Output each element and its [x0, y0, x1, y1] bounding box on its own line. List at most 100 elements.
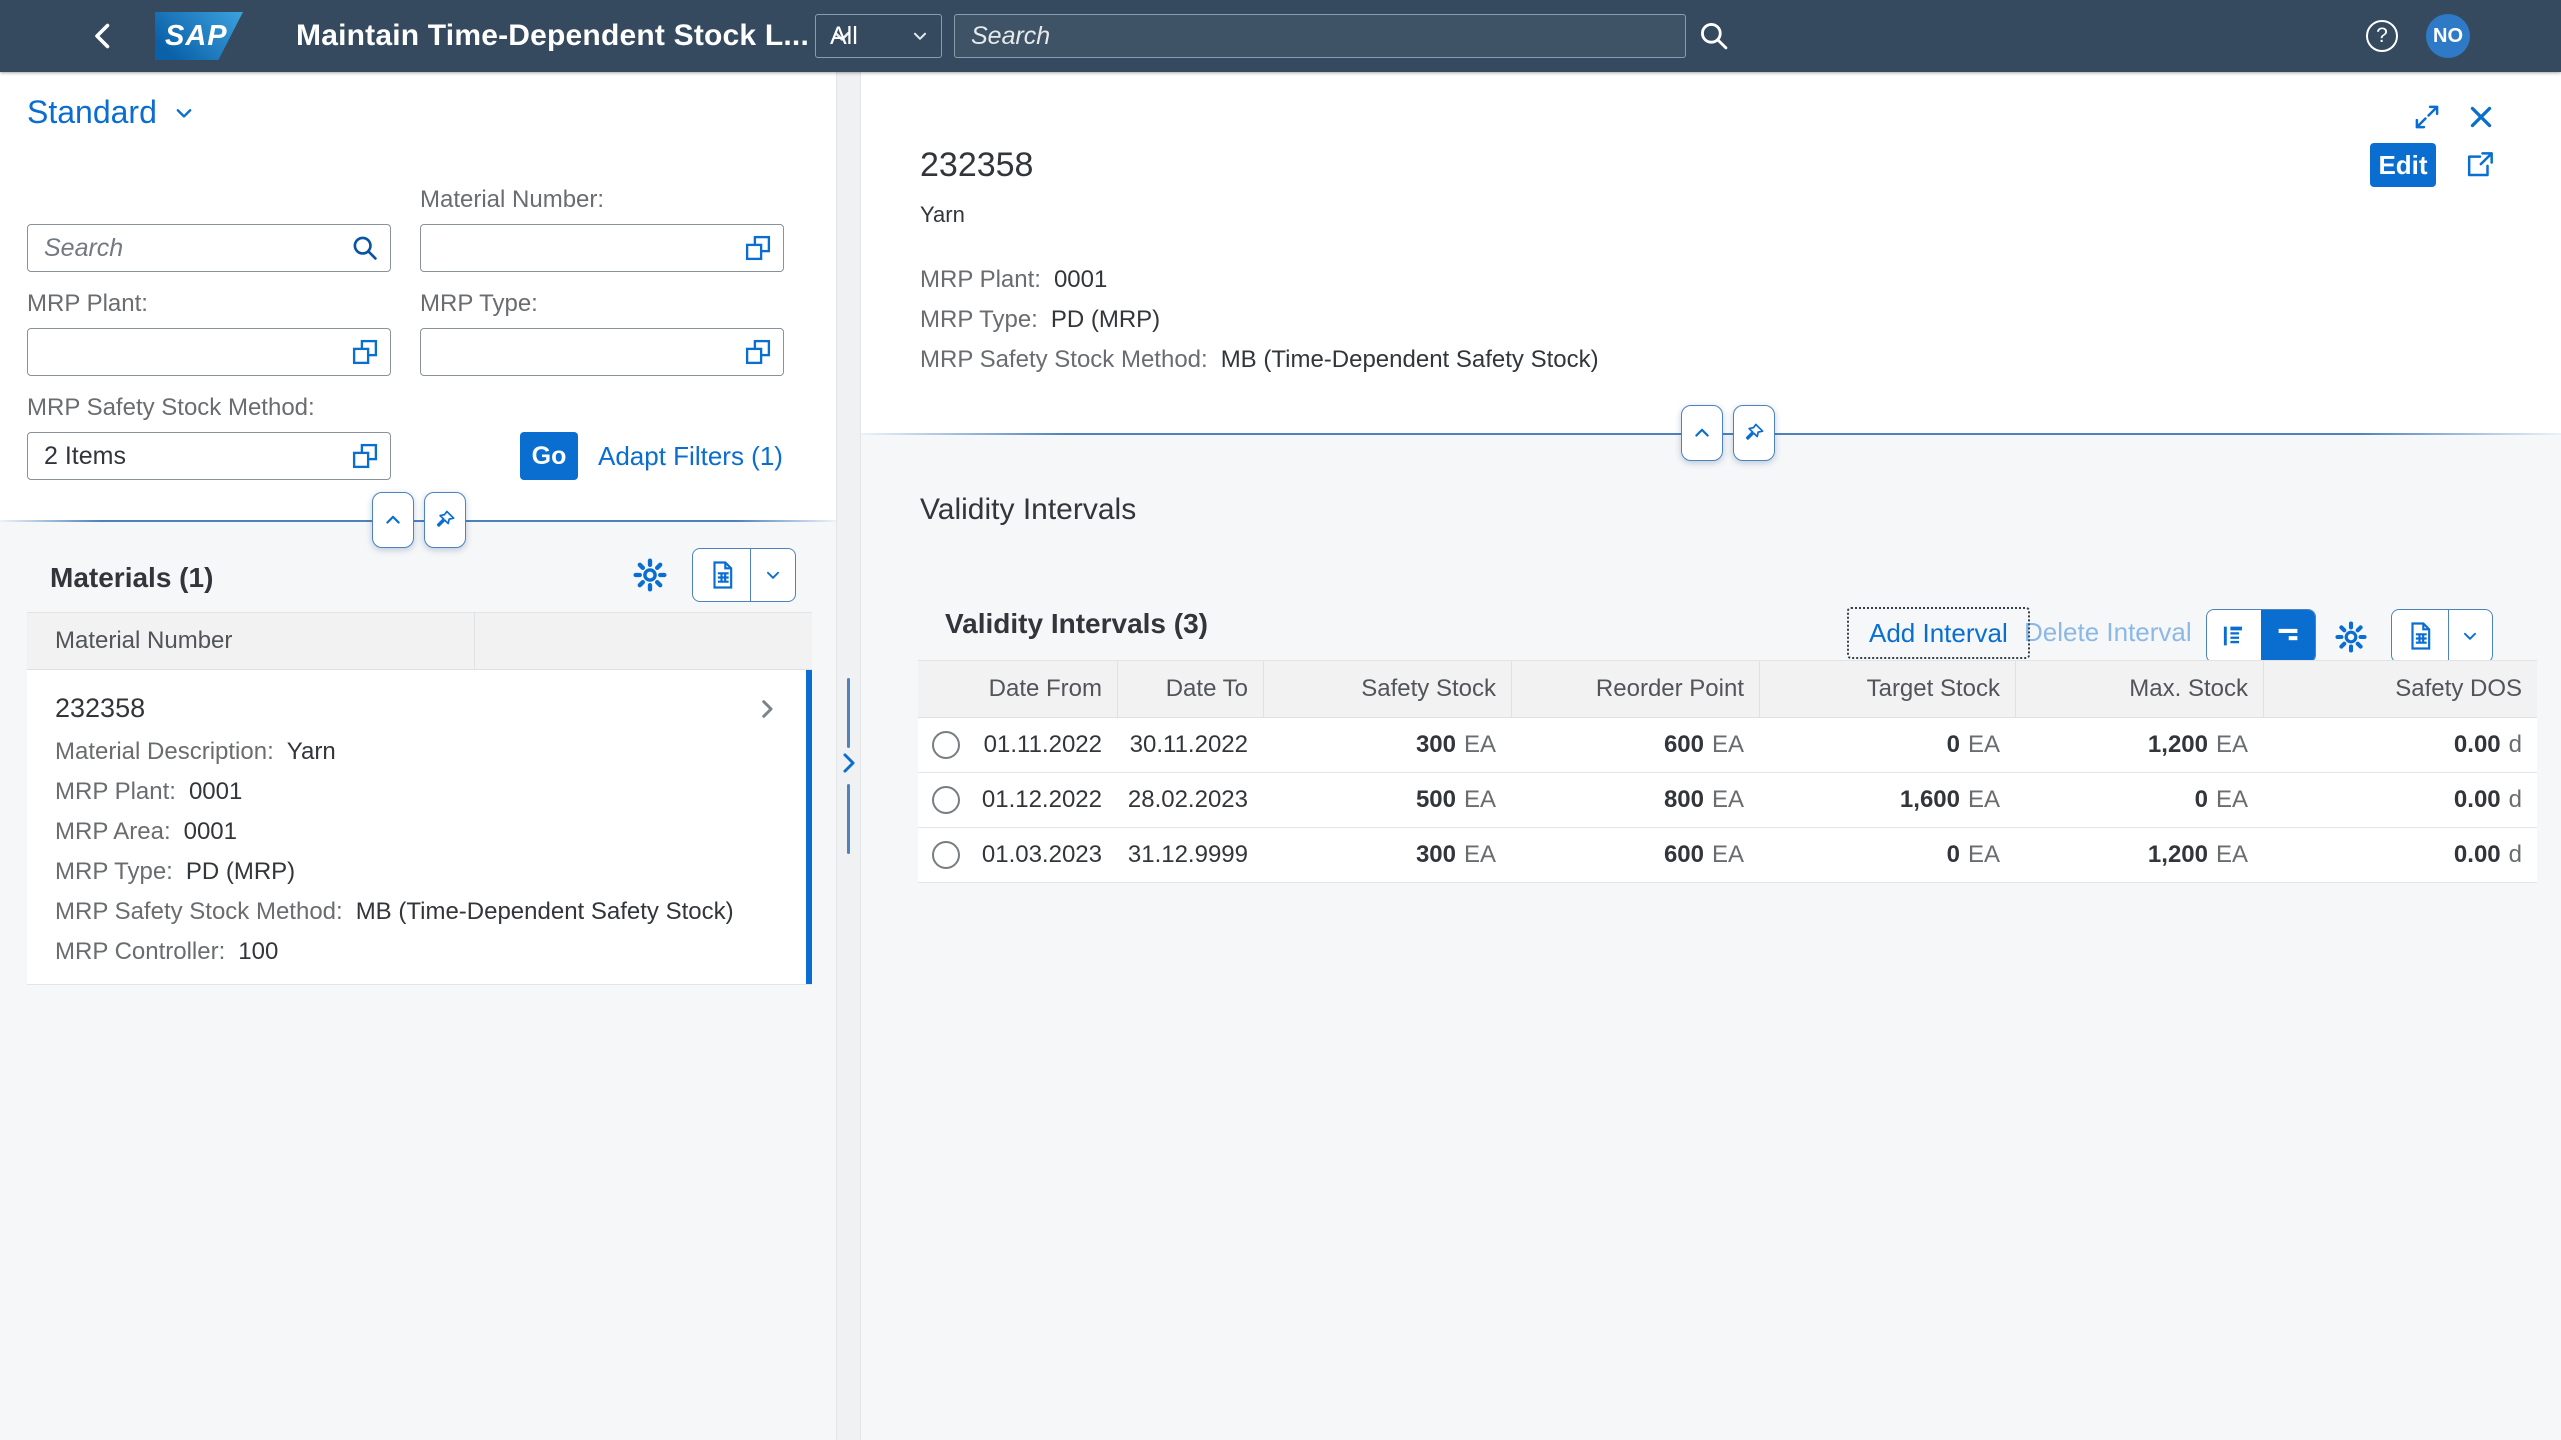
- column-header-safety-dos[interactable]: Safety DOS: [2263, 661, 2537, 717]
- add-interval-button[interactable]: Add Interval: [1849, 609, 2028, 657]
- detail-label: MRP Controller:: [55, 938, 225, 966]
- export-menu-arrow-button[interactable]: [751, 549, 795, 601]
- mrp-type-input[interactable]: [420, 328, 784, 376]
- validity-table-header: Date From Date To Safety Stock Reorder P…: [918, 660, 2537, 718]
- expand-panel-chevron-icon[interactable]: [836, 748, 862, 778]
- fact-value: 0001: [1054, 266, 1107, 294]
- chevron-down-icon: [173, 102, 195, 124]
- edit-button[interactable]: Edit: [2370, 143, 2436, 187]
- cell-safety-dos: 0.00d: [2263, 773, 2537, 827]
- value-help-icon[interactable]: [351, 338, 379, 366]
- list-condensed-icon: [2275, 623, 2301, 649]
- table-settings-gear-icon[interactable]: [633, 558, 667, 592]
- column-header-date-to[interactable]: Date To: [1117, 661, 1263, 717]
- detail-value: 100: [238, 938, 278, 966]
- pin-filters-button[interactable]: [424, 492, 466, 548]
- go-button[interactable]: Go: [520, 432, 578, 480]
- column-header-safety-stock[interactable]: Safety Stock: [1263, 661, 1511, 717]
- detail-value: PD (MRP): [186, 858, 295, 886]
- chevron-right-icon[interactable]: [754, 696, 780, 722]
- value-help-icon[interactable]: [744, 338, 772, 366]
- cell-target-stock: 0EA: [1759, 718, 2015, 772]
- material-list-item[interactable]: 232358 Material Description: Yarn MRP Pl…: [27, 670, 812, 985]
- cell-safety-stock: 300EA: [1263, 718, 1511, 772]
- collapse-header-button[interactable]: [1681, 405, 1723, 461]
- close-icon[interactable]: [2467, 103, 2495, 131]
- column-header-target-stock[interactable]: Target Stock: [1759, 661, 2015, 717]
- column-header-date-from[interactable]: Date From: [978, 661, 1117, 717]
- search-icon[interactable]: [1698, 20, 1730, 52]
- row-select-radio[interactable]: [932, 731, 960, 759]
- list-detail-icon: [2221, 623, 2247, 649]
- mrp-plant-input[interactable]: [27, 328, 391, 376]
- fact-value: MB (Time-Dependent Safety Stock): [1221, 346, 1599, 374]
- materials-search-input[interactable]: [27, 224, 391, 272]
- fact-value: PD (MRP): [1051, 306, 1160, 334]
- column-header-max-stock[interactable]: Max. Stock: [2015, 661, 2263, 717]
- material-number-label: Material Number:: [420, 186, 604, 214]
- collapse-filters-button[interactable]: [372, 492, 414, 548]
- cell-date-to: 30.11.2022: [1117, 718, 1263, 772]
- cell-target-stock: 0EA: [1759, 828, 2015, 882]
- materials-search-field: [27, 224, 391, 272]
- export-menu-arrow-button[interactable]: [2449, 610, 2492, 662]
- cell-target-stock: 1,600EA: [1759, 773, 2015, 827]
- search-icon[interactable]: [351, 234, 379, 262]
- material-number-field: [420, 224, 784, 272]
- detail-value: Yarn: [287, 738, 336, 766]
- material-detail-row: MRP Safety Stock Method: MB (Time-Depend…: [55, 892, 812, 932]
- mrp-plant-field: [27, 328, 391, 376]
- avatar[interactable]: NO: [2426, 14, 2470, 58]
- interval-row[interactable]: 01.11.2022 30.11.2022 300EA 600EA 0EA 1,…: [918, 718, 2537, 773]
- cell-safety-stock: 300EA: [1263, 828, 1511, 882]
- back-icon[interactable]: [88, 21, 118, 51]
- materials-header-spacer: [474, 613, 812, 669]
- materials-table-header: Material Number: [27, 612, 812, 670]
- chevron-down-icon: [2461, 627, 2479, 645]
- splitter-grip: [847, 784, 850, 854]
- pin-icon: [434, 509, 456, 531]
- condensed-view-toggle-button[interactable]: [2261, 610, 2315, 662]
- row-select-radio[interactable]: [932, 841, 960, 869]
- export-spreadsheet-button[interactable]: [2392, 610, 2449, 662]
- cell-safety-dos: 0.00d: [2263, 718, 2537, 772]
- chevron-up-icon: [1692, 423, 1712, 443]
- material-detail-row: Material Description: Yarn: [55, 732, 812, 772]
- navigated-indicator: [806, 670, 812, 984]
- variant-selector[interactable]: Standard: [27, 94, 195, 131]
- column-header-reorder-point[interactable]: Reorder Point: [1511, 661, 1759, 717]
- row-select-radio[interactable]: [932, 786, 960, 814]
- detail-value: 0001: [189, 778, 242, 806]
- detail-value: MB (Time-Dependent Safety Stock): [356, 898, 734, 926]
- share-icon[interactable]: [2465, 150, 2495, 180]
- app-title-menu[interactable]: Maintain Time-Dependent Stock L...: [296, 0, 853, 72]
- pin-header-button[interactable]: [1733, 405, 1775, 461]
- mrp-method-field: [27, 432, 391, 480]
- object-page-content: Validity Intervals Validity Intervals (3…: [861, 435, 2561, 1440]
- material-number-input[interactable]: [420, 224, 784, 272]
- spreadsheet-icon: [2405, 621, 2435, 651]
- adapt-filters-link[interactable]: Adapt Filters (1): [598, 441, 783, 472]
- search-scope-select[interactable]: All: [815, 14, 942, 58]
- export-spreadsheet-button[interactable]: [693, 549, 751, 601]
- material-detail-row: MRP Type: PD (MRP): [55, 852, 812, 892]
- app-title: Maintain Time-Dependent Stock L...: [296, 19, 809, 53]
- help-icon[interactable]: ?: [2366, 20, 2398, 52]
- section-title: Validity Intervals: [920, 493, 1136, 527]
- delete-interval-button[interactable]: Delete Interval: [2024, 617, 2192, 648]
- mrp-method-input[interactable]: [27, 432, 391, 480]
- mrp-type-label: MRP Type:: [420, 290, 538, 318]
- sap-logo[interactable]: SAP: [155, 12, 243, 60]
- interval-row[interactable]: 01.03.2023 31.12.9999 300EA 600EA 0EA 1,…: [918, 828, 2537, 883]
- search-scope-value: All: [830, 22, 858, 51]
- shell-search-input[interactable]: [954, 14, 1686, 58]
- splitter-bar[interactable]: [836, 72, 861, 1440]
- value-help-icon[interactable]: [744, 234, 772, 262]
- table-settings-gear-icon[interactable]: [2335, 621, 2367, 653]
- detail-view-toggle-button[interactable]: [2207, 610, 2261, 662]
- interval-row[interactable]: 01.12.2022 28.02.2023 500EA 800EA 1,600E…: [918, 773, 2537, 828]
- value-help-icon[interactable]: [351, 442, 379, 470]
- validity-table-title: Validity Intervals (3): [945, 608, 1208, 640]
- enter-fullscreen-icon[interactable]: [2413, 103, 2441, 131]
- material-number-column-header[interactable]: Material Number: [27, 613, 474, 669]
